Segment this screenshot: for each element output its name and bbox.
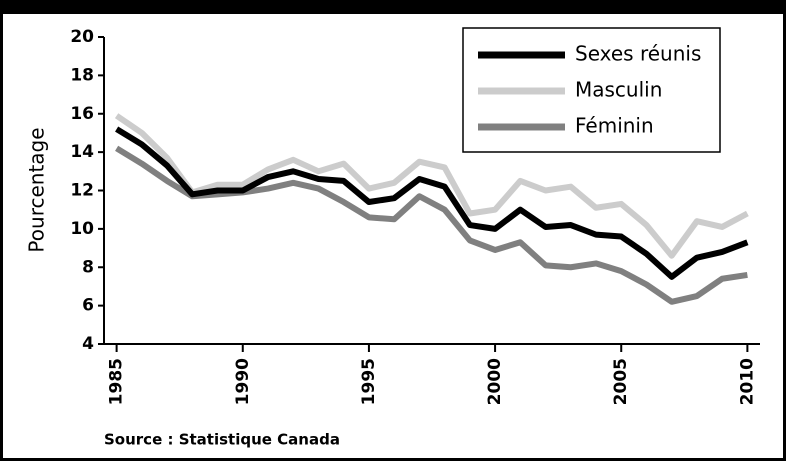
y-tick-label: 20 (70, 27, 94, 47)
x-tick-label: 2005 (611, 358, 631, 405)
series-line (114, 113, 749, 259)
y-tick-label: 4 (82, 334, 94, 354)
x-tick-label: 2000 (485, 358, 505, 405)
y-axis-label: Pourcentage (25, 127, 49, 252)
series-line (115, 126, 749, 280)
x-tick-label: 1995 (359, 358, 379, 405)
y-tick-label: 16 (70, 104, 94, 124)
series-line (115, 145, 748, 305)
legend-label: Sexes réunis (575, 42, 701, 66)
source: Source : Statistique Canada (104, 431, 340, 449)
x-tick-label: 2010 (737, 358, 757, 405)
x-tick-label: 1990 (233, 358, 253, 405)
legend-label: Masculin (575, 78, 662, 102)
y-tick-label: 12 (70, 181, 94, 201)
legend-label: Féminin (575, 114, 654, 138)
y-tick-label: 18 (70, 65, 94, 85)
banner (0, 0, 786, 14)
y-tick-label: 14 (70, 142, 94, 162)
y-tick-label: 6 (82, 296, 94, 316)
y-tick-label: 10 (70, 219, 94, 239)
y-tick-label: 8 (82, 257, 94, 277)
x-tick-label: 1985 (107, 358, 127, 405)
